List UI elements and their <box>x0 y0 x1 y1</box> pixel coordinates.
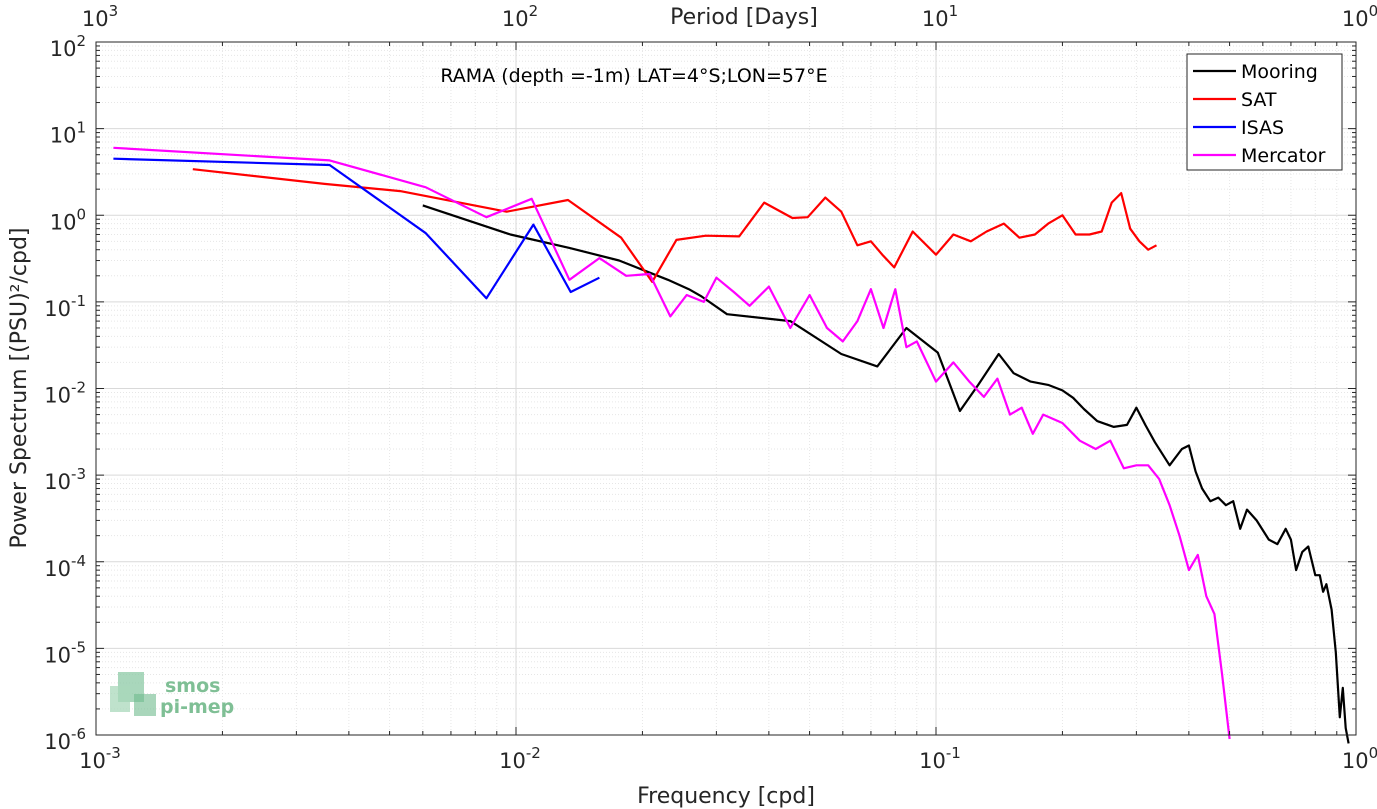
x2-tick-label-exp: 1 <box>949 2 959 20</box>
x-tick-label-base: 10 <box>79 749 106 773</box>
y-tick-label: 10-1 <box>44 292 86 321</box>
series-line-isas <box>113 157 600 300</box>
x2-tick-labels: 103 102 101 100 <box>82 2 1377 31</box>
series-line-mercator <box>113 146 1231 740</box>
logo-mark <box>110 686 130 712</box>
y-tick-label: 10-3 <box>44 465 86 494</box>
y-tick-label-base: 10 <box>50 210 77 234</box>
y-tick-label: 10-4 <box>44 552 86 581</box>
y-tick-label-exp: -5 <box>71 638 86 656</box>
legend-label-mercator: Mercator <box>1241 145 1326 167</box>
x-tick-label-exp: 0 <box>1369 744 1377 762</box>
x-tick-label-exp: -1 <box>946 744 961 762</box>
y-tick-label: 102 <box>50 32 86 61</box>
x2-tick-label-base: 10 <box>1342 7 1369 31</box>
x-tick-label: 10-2 <box>499 744 541 773</box>
x-tick-label: 10-1 <box>919 744 961 773</box>
y-tick-label-base: 10 <box>44 643 71 667</box>
x2-tick-label-base: 10 <box>922 7 949 31</box>
x-tick-label-base: 10 <box>919 749 946 773</box>
series-layer <box>113 146 1350 744</box>
logo-mark <box>134 694 156 716</box>
y-tick-label-exp: -1 <box>71 292 86 310</box>
x2-tick-label-exp: 3 <box>109 2 119 20</box>
x-tick-label-base: 10 <box>499 749 526 773</box>
y-tick-label-exp: -6 <box>71 725 86 743</box>
x-tick-labels: 10-3 10-2 10-1 100 <box>79 744 1377 773</box>
series-line-sat <box>192 168 1158 283</box>
x2-tick-label: 103 <box>82 2 118 31</box>
x2-tick-label: 100 <box>1342 2 1377 31</box>
legend: Mooring SAT ISAS Mercator <box>1186 53 1343 171</box>
x2-tick-label-base: 10 <box>82 7 109 31</box>
y-tick-label-exp: 0 <box>76 205 86 223</box>
x-tick-label-exp: -3 <box>106 744 121 762</box>
y-tick-label-base: 10 <box>44 730 71 754</box>
y-tick-label: 100 <box>50 205 86 234</box>
x2-axis-title: Period [Days] <box>670 5 818 30</box>
logo-text: pi-mep <box>160 696 234 718</box>
major-grid <box>95 41 1357 736</box>
y-tick-label-base: 10 <box>44 470 71 494</box>
y-tick-label-exp: 1 <box>76 119 86 137</box>
y-tick-label-base: 10 <box>44 557 71 581</box>
y-tick-label-exp: -3 <box>71 465 86 483</box>
x-tick-label: 100 <box>1342 744 1377 773</box>
logo-text: smos <box>165 675 220 697</box>
x2-tick-label-exp: 2 <box>529 2 539 20</box>
y-tick-label-base: 10 <box>50 124 77 148</box>
minor-grid <box>96 42 1356 735</box>
y-tick-label-exp: -2 <box>71 379 86 397</box>
series-line-mooring <box>422 204 1350 744</box>
y-tick-label: 10-5 <box>44 638 86 667</box>
x-tick-label-base: 10 <box>1342 749 1369 773</box>
legend-box <box>1186 53 1343 171</box>
x2-tick-label-base: 10 <box>502 7 529 31</box>
y-tick-label-base: 10 <box>44 384 71 408</box>
legend-label-sat: SAT <box>1241 89 1277 111</box>
y-tick-label-exp: -4 <box>71 552 86 570</box>
tick-marks <box>95 41 1357 736</box>
y-tick-label: 10-6 <box>44 725 86 754</box>
y-tick-label: 10-2 <box>44 379 86 408</box>
x-tick-label: 10-3 <box>79 744 121 773</box>
x-axis-title: Frequency [cpd] <box>637 784 815 809</box>
y-tick-label-exp: 2 <box>76 32 86 50</box>
x2-tick-label: 101 <box>922 2 958 31</box>
chart-title: RAMA (depth =-1m) LAT=4°S;LON=57°E <box>440 65 827 87</box>
legend-label-mooring: Mooring <box>1241 61 1318 83</box>
x-tick-label-exp: -2 <box>526 744 541 762</box>
y-tick-label-base: 10 <box>50 37 77 61</box>
legend-label-isas: ISAS <box>1241 117 1284 139</box>
x2-tick-label: 102 <box>502 2 538 31</box>
x2-tick-label-exp: 0 <box>1369 2 1377 20</box>
y-tick-label: 101 <box>50 119 86 148</box>
y-tick-label-base: 10 <box>44 297 71 321</box>
smos-pi-mep-logo: smos pi-mep <box>110 672 234 718</box>
y-axis-title: Power Spectrum [(PSU)²/cpd] <box>7 227 32 548</box>
